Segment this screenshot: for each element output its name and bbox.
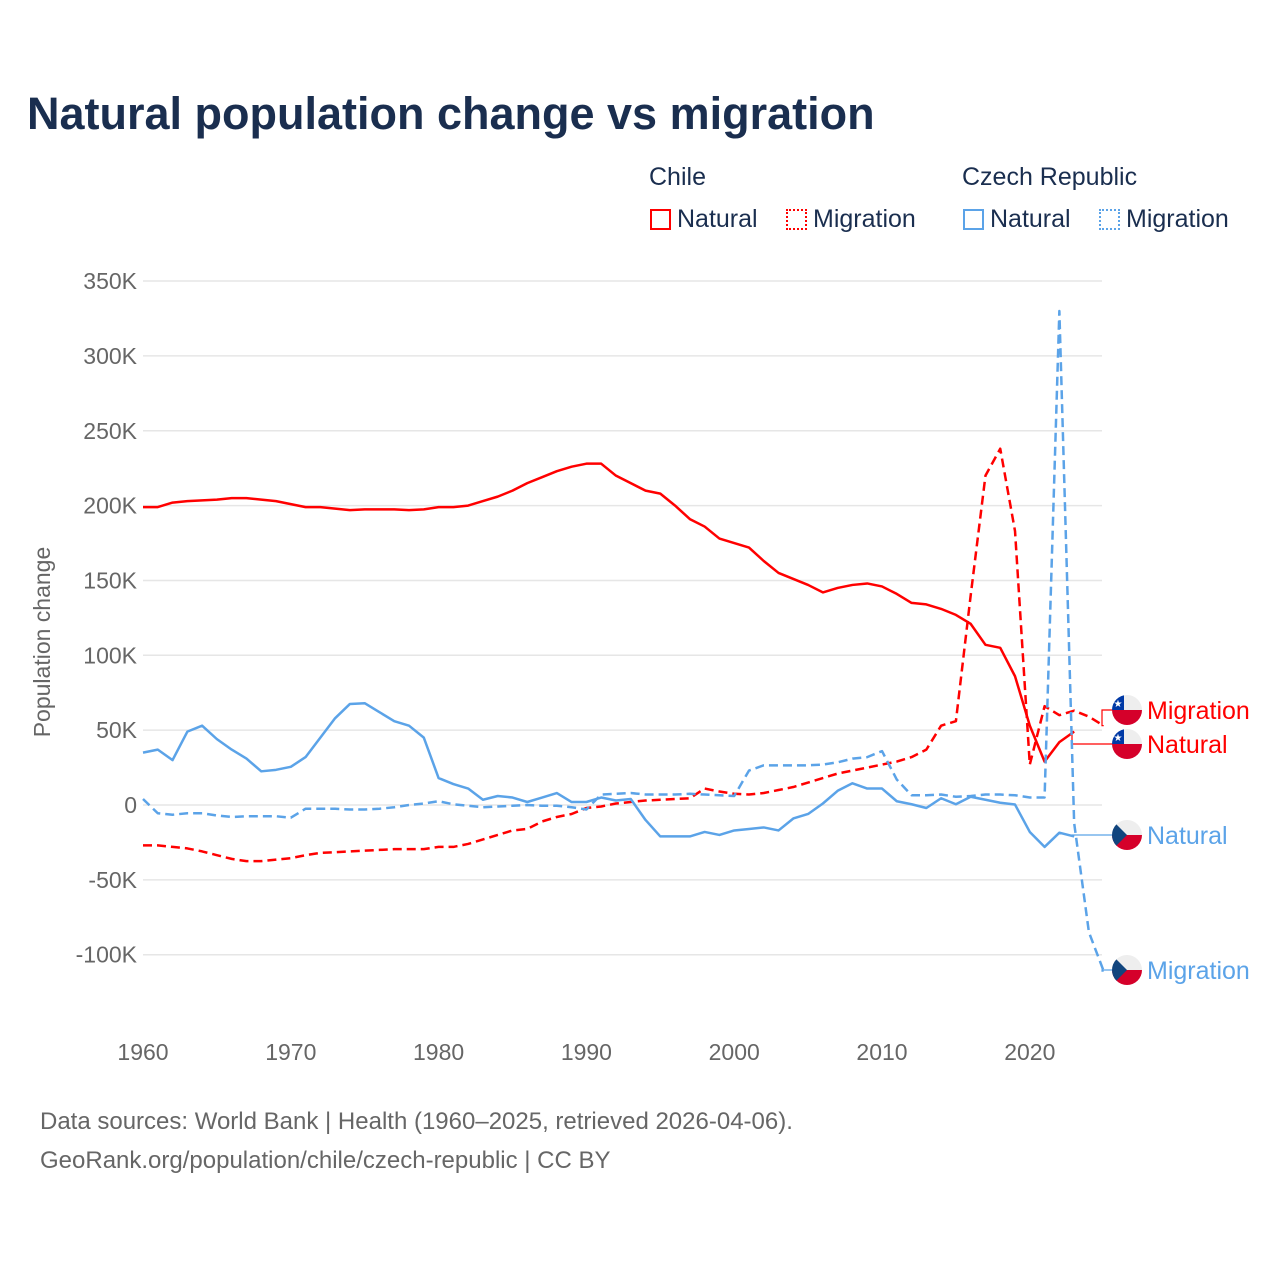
series-line-chile-migration <box>143 447 1105 863</box>
chile-flag-icon: ★ <box>1112 695 1142 725</box>
flag: ★ <box>1112 729 1142 759</box>
chart-title: Natural population change vs migration <box>27 88 875 139</box>
legend-chile-migration[interactable]: Migration <box>786 205 916 234</box>
legend-label: Migration <box>813 205 916 233</box>
flag <box>1112 820 1142 850</box>
label-connector <box>1101 709 1112 727</box>
y-tick-label: 300K <box>83 343 137 369</box>
source-line-2: GeoRank.org/population/chile/czech-repub… <box>40 1147 611 1174</box>
x-tick-label: 1990 <box>561 1039 612 1065</box>
flag-red <box>1112 744 1142 759</box>
legend-label: Natural <box>677 205 758 233</box>
y-tick-label: 350K <box>83 268 137 294</box>
legend-czech-natural[interactable]: Natural <box>963 205 1071 234</box>
series-end-label: Natural <box>1147 822 1228 850</box>
y-tick-label: -100K <box>76 942 138 968</box>
y-tick-label: 50K <box>96 717 138 743</box>
y-tick-label: 150K <box>83 567 137 593</box>
x-tick-label: 1980 <box>413 1039 464 1065</box>
label-connector <box>1071 834 1112 838</box>
legend-group-chile: Chile <box>649 163 706 191</box>
y-tick-label: -50K <box>88 867 137 893</box>
series-end-label: Migration <box>1147 697 1250 725</box>
y-tick-label: 0 <box>124 792 137 818</box>
chile-flag-icon: ★ <box>1112 729 1142 759</box>
star-icon: ★ <box>1114 733 1123 744</box>
flag-blue <box>1112 955 1127 985</box>
y-tick-label: 250K <box>83 418 137 444</box>
czech-flag-icon <box>1112 820 1142 850</box>
star-icon: ★ <box>1114 699 1123 710</box>
x-tick-label: 1960 <box>117 1039 168 1065</box>
legend-label: Natural <box>990 205 1071 233</box>
legend-chile-natural[interactable]: Natural <box>650 205 758 234</box>
legend-czech-migration[interactable]: Migration <box>1099 205 1229 234</box>
flag-red <box>1112 710 1142 725</box>
legend-group-czech: Czech Republic <box>962 163 1138 191</box>
legend-label: Migration <box>1126 205 1229 233</box>
source-line-1: Data sources: World Bank | Health (1960–… <box>40 1108 793 1135</box>
y-axis-label: Population change <box>29 547 55 738</box>
x-tick-label: 2020 <box>1004 1039 1055 1065</box>
y-tick-label: 100K <box>83 642 137 668</box>
series-end-label: Migration <box>1147 957 1250 985</box>
series-line-czech-republic-natural <box>142 701 1075 849</box>
series-line-czech-republic-migration <box>142 309 1105 972</box>
x-tick-label: 2010 <box>856 1039 907 1065</box>
flag <box>1112 955 1142 985</box>
flag-blue <box>1112 820 1127 850</box>
czech-flag-icon <box>1112 955 1142 985</box>
x-tick-label: 1970 <box>265 1039 316 1065</box>
series-end-label: Natural <box>1147 731 1228 759</box>
label-connector <box>1101 969 1112 972</box>
label-connector <box>1071 731 1112 745</box>
y-tick-label: 200K <box>83 493 137 519</box>
series-line-chile-natural <box>143 462 1075 763</box>
flag: ★ <box>1112 695 1142 725</box>
x-tick-label: 2000 <box>709 1039 760 1065</box>
